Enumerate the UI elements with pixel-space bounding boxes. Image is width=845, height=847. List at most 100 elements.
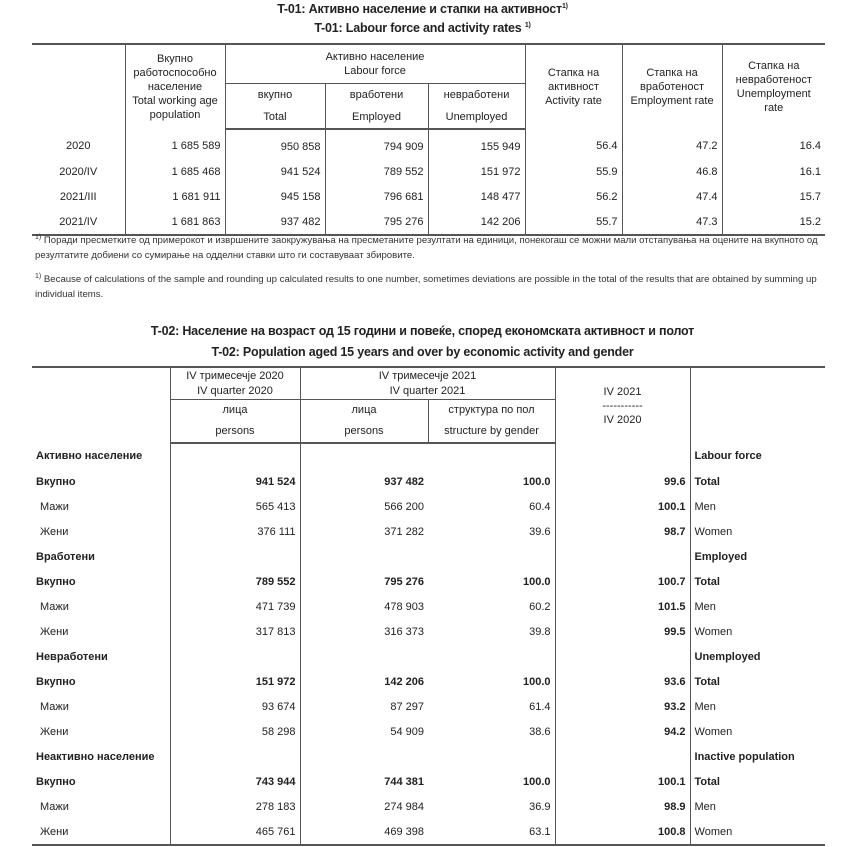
value-cell: 16.1 <box>721 159 826 184</box>
header-structure: структура по пол structure by gender <box>427 399 556 444</box>
structure-by-gender: 100.0 <box>522 775 551 788</box>
header-employment-rate: Стапка на вработеност Employment rate <box>621 44 723 129</box>
row-label-mk: Вкупно <box>36 575 76 588</box>
row-label-en: Total <box>689 569 826 594</box>
labour-force-table: Вкупно работоспособно население Total worki… <box>32 43 826 236</box>
header-line: structure by gender <box>444 425 539 437</box>
table-row: 2021/III 1 681 911 945 158 796 681 148 477 56… <box>32 184 826 209</box>
header-q2021: IV тримесечје 2021 IV quarter 2021 <box>299 367 556 400</box>
structure-by-gender: 60.2 <box>529 600 551 613</box>
header-total: вкупно Total <box>224 83 325 130</box>
value-cell: 941 524 <box>224 159 325 184</box>
empty-cell <box>428 544 555 569</box>
empty-cell <box>169 544 300 569</box>
header-line: IV тримесечје 2020 <box>186 369 284 382</box>
value-cell: 794 909 <box>324 129 428 159</box>
structure-by-gender: 60.4 <box>529 500 551 513</box>
header-line: Total <box>263 111 287 123</box>
persons-2020: 58 298 <box>169 719 300 744</box>
ratio-2021-2020: 93.6 <box>554 669 691 694</box>
header-line: IV 2020 <box>603 413 642 426</box>
structure-by-gender: 63.1 <box>529 825 551 838</box>
header-line: вработени <box>349 89 404 101</box>
period-cell: 2020/IV <box>59 165 98 178</box>
value-cell: 46.8 <box>621 159 723 184</box>
ratio-2021-2020: 101.5 <box>554 594 691 619</box>
period-cell: 2021/III <box>59 190 97 203</box>
header-activity-rate: Стапка на активност Activity rate <box>524 44 623 129</box>
header-line: Unemployment <box>736 88 811 100</box>
table-row: 2020 1 685 589 950 858 794 909 155 949 56.4 47… <box>32 129 826 159</box>
row-label-en: Women <box>689 819 826 845</box>
table-row: Жени 58 298 54 909 38.6 94.2 Women <box>32 719 826 744</box>
empty-cell <box>299 744 428 769</box>
t02-title-en: T-02: Population aged 15 years and over … <box>211 345 634 359</box>
header-line: невработени <box>443 89 510 101</box>
structure-by-gender: 36.9 <box>529 800 551 813</box>
group-label-en: Unemployed <box>689 644 826 669</box>
table-row: Мажи 565 413 566 200 60.4 100.1 Men <box>32 494 826 519</box>
header-line: Стапка на <box>748 60 800 72</box>
persons-2020: 743 944 <box>169 769 300 794</box>
persons-2021: 566 200 <box>299 494 428 519</box>
value-cell: 148 477 <box>427 184 526 209</box>
ratio-2021-2020: 98.7 <box>554 519 691 544</box>
row-label-mk: Вкупно <box>36 675 76 688</box>
table-row: Вкупно 941 524 937 482 100.0 99.6 Total <box>32 469 826 494</box>
header-line: Employed <box>352 111 401 123</box>
persons-2020: 789 552 <box>169 569 300 594</box>
header-line: население <box>147 81 203 93</box>
group-label-mk: Вработени <box>36 550 95 563</box>
value-cell: 795 276 <box>324 209 428 235</box>
table-row: Мажи 278 183 274 984 36.9 98.9 Men <box>32 794 826 819</box>
value-cell: 47.4 <box>621 184 723 209</box>
structure-by-gender: 39.6 <box>529 525 551 538</box>
table-row: Мажи 93 674 87 297 61.4 93.2 Men <box>32 694 826 719</box>
row-label-mk: Мажи <box>40 600 69 613</box>
persons-2021: 937 482 <box>299 469 428 494</box>
row-label-en: Women <box>689 619 826 644</box>
header-line: persons <box>215 425 255 437</box>
header-line: IV 2021 <box>603 385 642 398</box>
row-label-en: Total <box>689 669 826 694</box>
group-label-en: Inactive population <box>689 744 826 769</box>
group-label-mk: Неактивно население <box>36 750 155 763</box>
header-line: Total working age <box>132 95 218 107</box>
value-cell: 796 681 <box>324 184 428 209</box>
group-label-en: Employed <box>689 544 826 569</box>
header-line: population <box>149 109 201 121</box>
header-line: Стапка на <box>547 67 600 79</box>
value-cell: 1 681 863 <box>124 209 225 235</box>
table-row: Жени 317 813 316 373 39.8 99.5 Women <box>32 619 826 644</box>
row-label-en: Total <box>689 769 826 794</box>
table-row: Вкупно 151 972 142 206 100.0 93.6 Total <box>32 669 826 694</box>
ratio-2021-2020: 99.5 <box>554 619 691 644</box>
value-cell: 1 685 589 <box>124 129 225 159</box>
persons-2021: 744 381 <box>299 769 428 794</box>
row-label-en: Total <box>689 469 826 494</box>
header-line: работоспособно <box>133 67 217 79</box>
value-cell: 47.2 <box>621 129 723 159</box>
header-unemployed: невработени Unemployed <box>427 83 526 130</box>
empty-cell <box>169 744 300 769</box>
row-label-en: Men <box>689 794 826 819</box>
header-employed: вработени Employed <box>324 83 428 130</box>
value-cell: 155 949 <box>427 129 526 159</box>
table-row: 2021/IV 1 681 863 937 482 795 276 142 206 55.… <box>32 209 826 235</box>
persons-2020: 278 183 <box>169 794 300 819</box>
empty-cell <box>169 443 300 469</box>
persons-2021: 142 206 <box>299 669 428 694</box>
persons-2021: 469 398 <box>299 819 428 845</box>
persons-2021: 87 297 <box>299 694 428 719</box>
row-label-mk: Мажи <box>40 500 69 513</box>
header-line: persons <box>344 425 384 437</box>
ratio-2021-2020: 94.2 <box>554 719 691 744</box>
corner-cell <box>32 44 125 129</box>
table-row: Неактивно население Inactive population <box>32 744 826 769</box>
row-label-mk: Вкупно <box>36 775 76 788</box>
group-label-mk: Невработени <box>36 650 108 663</box>
structure-by-gender: 100.0 <box>522 575 551 588</box>
header-line: активност <box>548 81 599 93</box>
structure-by-gender: 61.4 <box>529 700 551 713</box>
value-cell: 16.4 <box>721 129 826 159</box>
